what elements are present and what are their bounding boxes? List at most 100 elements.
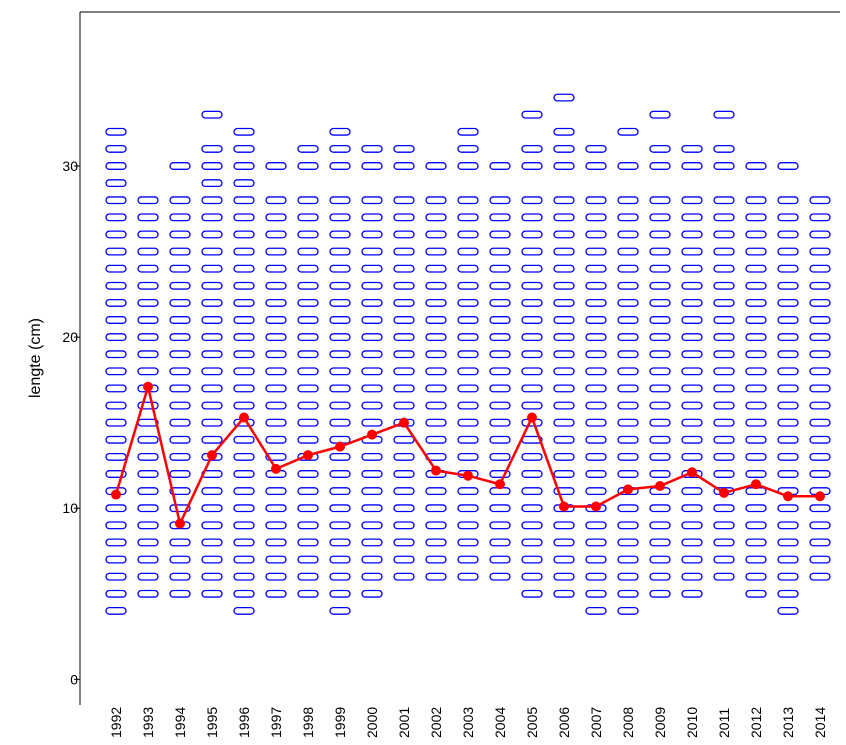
data-point	[649, 213, 671, 222]
data-point	[233, 230, 255, 239]
data-point	[201, 144, 223, 153]
data-point	[649, 333, 671, 342]
x-tick-label: 2008	[620, 707, 636, 738]
data-point	[361, 162, 383, 170]
data-point	[521, 230, 543, 239]
data-point	[489, 162, 511, 170]
data-point	[201, 555, 223, 564]
data-point	[489, 333, 511, 342]
data-point	[329, 367, 351, 376]
mean-point	[239, 412, 249, 423]
data-point	[585, 333, 607, 342]
mean-point	[335, 441, 345, 452]
data-point	[201, 196, 223, 205]
mean-point	[303, 450, 313, 461]
data-point	[521, 264, 543, 273]
data-point	[265, 452, 287, 461]
data-point	[809, 316, 831, 324]
data-point	[457, 521, 479, 530]
data-point	[553, 316, 575, 324]
data-point	[457, 316, 479, 324]
data-point	[489, 521, 511, 530]
data-point	[169, 452, 191, 461]
data-point	[553, 350, 575, 359]
data-point	[105, 606, 127, 615]
mean-point	[751, 479, 761, 490]
data-point	[201, 487, 223, 496]
data-point	[777, 367, 799, 376]
y-tick-label: 0	[70, 671, 78, 687]
data-point	[233, 213, 255, 222]
data-point	[521, 470, 543, 478]
data-point	[233, 144, 255, 153]
data-point	[681, 350, 703, 359]
data-point	[713, 196, 735, 205]
data-point	[137, 281, 159, 290]
data-point	[137, 504, 159, 513]
y-axis-label: lengte (cm)	[27, 318, 44, 398]
data-point	[617, 504, 639, 513]
data-point	[105, 418, 127, 427]
data-point	[233, 589, 255, 598]
data-point	[265, 555, 287, 564]
data-point	[329, 247, 351, 256]
data-point	[521, 298, 543, 307]
data-point	[105, 367, 127, 376]
data-point	[681, 538, 703, 547]
data-point	[201, 247, 223, 256]
data-point	[457, 127, 479, 136]
data-point	[169, 504, 191, 513]
data-point	[361, 538, 383, 547]
data-point	[297, 504, 319, 513]
data-point	[681, 298, 703, 307]
data-point	[745, 504, 767, 513]
data-point	[137, 452, 159, 461]
data-point	[745, 470, 767, 478]
data-point	[329, 401, 351, 410]
data-point	[201, 538, 223, 547]
data-point	[137, 350, 159, 359]
data-point	[137, 521, 159, 530]
data-point	[681, 384, 703, 393]
data-point	[521, 213, 543, 222]
data-point	[489, 247, 511, 256]
data-point	[201, 350, 223, 359]
data-point	[681, 521, 703, 530]
data-point	[649, 589, 671, 598]
data-point	[649, 452, 671, 461]
data-point	[681, 247, 703, 256]
data-point	[201, 418, 223, 427]
data-point	[393, 572, 415, 581]
data-point	[425, 367, 447, 376]
data-point	[201, 401, 223, 410]
data-point	[649, 110, 671, 119]
data-point	[553, 144, 575, 153]
data-point	[777, 162, 799, 170]
data-point	[201, 179, 223, 188]
x-tick-label: 1998	[300, 707, 316, 738]
data-point	[361, 196, 383, 205]
data-point	[297, 572, 319, 581]
data-point	[425, 162, 447, 170]
data-point	[649, 144, 671, 153]
data-point	[585, 213, 607, 222]
data-point	[713, 435, 735, 444]
data-point	[777, 452, 799, 461]
data-point	[137, 487, 159, 496]
data-point	[713, 281, 735, 290]
data-point	[585, 606, 607, 615]
data-point	[137, 470, 159, 478]
data-point	[169, 487, 191, 496]
data-point	[809, 521, 831, 530]
data-point	[681, 589, 703, 598]
data-point	[713, 555, 735, 564]
data-point	[137, 333, 159, 342]
x-tick-label: 1997	[268, 707, 284, 738]
data-point	[361, 333, 383, 342]
data-point	[809, 264, 831, 273]
data-point	[169, 350, 191, 359]
data-point	[745, 589, 767, 598]
data-point	[681, 196, 703, 205]
data-point	[233, 521, 255, 530]
data-point	[617, 435, 639, 444]
